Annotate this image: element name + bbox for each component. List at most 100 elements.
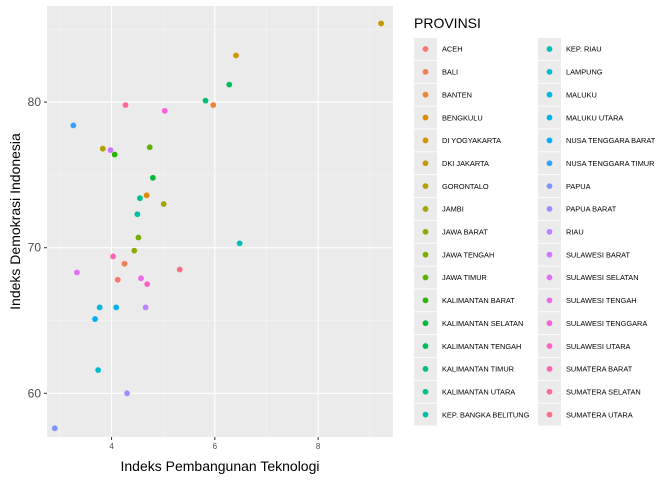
legend-marker [546, 251, 553, 258]
legend-label: KEP. BANGKA BELITUNG [442, 410, 530, 419]
x-axis-title: Indeks Pembangunan Teknologi [120, 458, 319, 474]
legend-label: PAPUA BARAT [566, 205, 617, 214]
legend-marker [422, 137, 429, 144]
data-point [226, 81, 233, 88]
plot-panel [47, 6, 393, 437]
legend-label: SULAWESI SELATAN [566, 273, 639, 282]
data-point [70, 122, 77, 129]
legend-label: BANTEN [442, 90, 472, 99]
legend-marker [546, 68, 553, 75]
legend-marker [546, 137, 553, 144]
legend-title: PROVINSI [414, 15, 481, 31]
data-point [134, 211, 141, 218]
legend-label: NUSA TENGGARA BARAT [566, 136, 656, 145]
legend: ACEH BALI BANTEN BENGKULU DI YOGYAKARTA DKI J… [414, 38, 656, 426]
legend-marker [546, 160, 553, 167]
legend-label: ACEH [442, 45, 463, 54]
legend-label: DI YOGYAKARTA [442, 136, 501, 145]
legend-marker [546, 388, 553, 395]
legend-marker [422, 343, 429, 349]
data-point [110, 253, 117, 260]
legend-marker [422, 160, 429, 167]
legend-label: SUMATERA UTARA [566, 410, 633, 419]
legend-label: RIAU [566, 228, 584, 237]
x-tick-label: 6 [213, 442, 218, 451]
data-point [124, 390, 130, 397]
data-point [122, 102, 129, 108]
legend-label: LAMPUNG [566, 68, 603, 77]
legend-label: PAPUA [566, 182, 591, 191]
x-tick-label: 4 [109, 442, 114, 451]
legend-label: BALI [442, 68, 458, 77]
legend-marker [546, 411, 553, 418]
legend-label: JAWA BARAT [442, 228, 488, 237]
legend-label: SULAWESI TENGAH [566, 296, 637, 305]
data-point [74, 269, 80, 276]
legend-label: KALIMANTAN SELATAN [442, 319, 523, 328]
data-point [149, 174, 156, 181]
data-point [160, 201, 167, 207]
y-axis-title: Indeks Demokrasi Indonesia [7, 133, 23, 310]
legend-marker [422, 297, 429, 304]
data-point [111, 151, 118, 158]
x-tick-label: 8 [316, 442, 321, 451]
y-axis-ticks: 60 70 80 [28, 95, 47, 400]
legend-label: SULAWESI UTARA [566, 342, 631, 351]
legend-marker [422, 228, 429, 235]
legend-label: DKI JAKARTA [442, 159, 489, 168]
legend-marker [546, 297, 553, 304]
legend-label: SUMATERA BARAT [566, 365, 633, 374]
legend-label: KALIMANTAN TENGAH [442, 342, 521, 351]
legend-marker [422, 183, 429, 190]
data-point [236, 240, 243, 247]
legend-marker [422, 251, 429, 258]
legend-marker [546, 366, 553, 372]
legend-marker [422, 320, 429, 327]
y-tick-label: 80 [28, 95, 42, 109]
legend-label: GORONTALO [442, 182, 489, 191]
data-point [92, 316, 98, 322]
data-point [121, 260, 128, 267]
data-point [99, 145, 106, 152]
data-point [95, 367, 102, 373]
data-point [176, 266, 183, 273]
data-point [144, 281, 151, 288]
legend-label: KALIMANTAN UTARA [442, 387, 515, 396]
legend-marker [422, 91, 429, 98]
legend-marker [546, 274, 553, 281]
legend-label: SULAWESI BARAT [566, 250, 631, 259]
data-point [135, 234, 142, 241]
legend-label: SUMATERA SELATAN [566, 387, 641, 396]
legend-marker [422, 366, 429, 372]
legend-label: KEP. RIAU [566, 45, 602, 54]
data-points [51, 20, 385, 432]
legend-marker [422, 411, 429, 418]
data-point [146, 144, 153, 151]
data-point [233, 52, 239, 59]
legend-label: JAMBI [442, 205, 464, 214]
grid-lines [47, 6, 393, 437]
legend-marker [546, 46, 553, 52]
legend-marker [422, 114, 429, 121]
data-point [202, 97, 209, 104]
legend-marker [546, 91, 553, 98]
data-point [113, 304, 120, 311]
legend-marker [546, 228, 553, 235]
legend-marker [422, 46, 429, 52]
legend-marker [546, 320, 553, 327]
legend-label: MALUKU UTARA [566, 113, 623, 122]
data-point [378, 20, 385, 27]
legend-marker [422, 274, 429, 281]
data-point [137, 195, 143, 202]
legend-label: JAWA TIMUR [442, 273, 487, 282]
y-tick-label: 70 [28, 241, 42, 255]
legend-marker [546, 183, 553, 190]
legend-label: KALIMANTAN TIMUR [442, 365, 514, 374]
y-tick-label: 60 [28, 386, 42, 400]
legend-marker [546, 206, 553, 212]
legend-label: NUSA TENGGARA TIMUR [566, 159, 654, 168]
data-point [142, 304, 149, 311]
data-point [107, 147, 114, 154]
legend-marker [422, 206, 429, 212]
